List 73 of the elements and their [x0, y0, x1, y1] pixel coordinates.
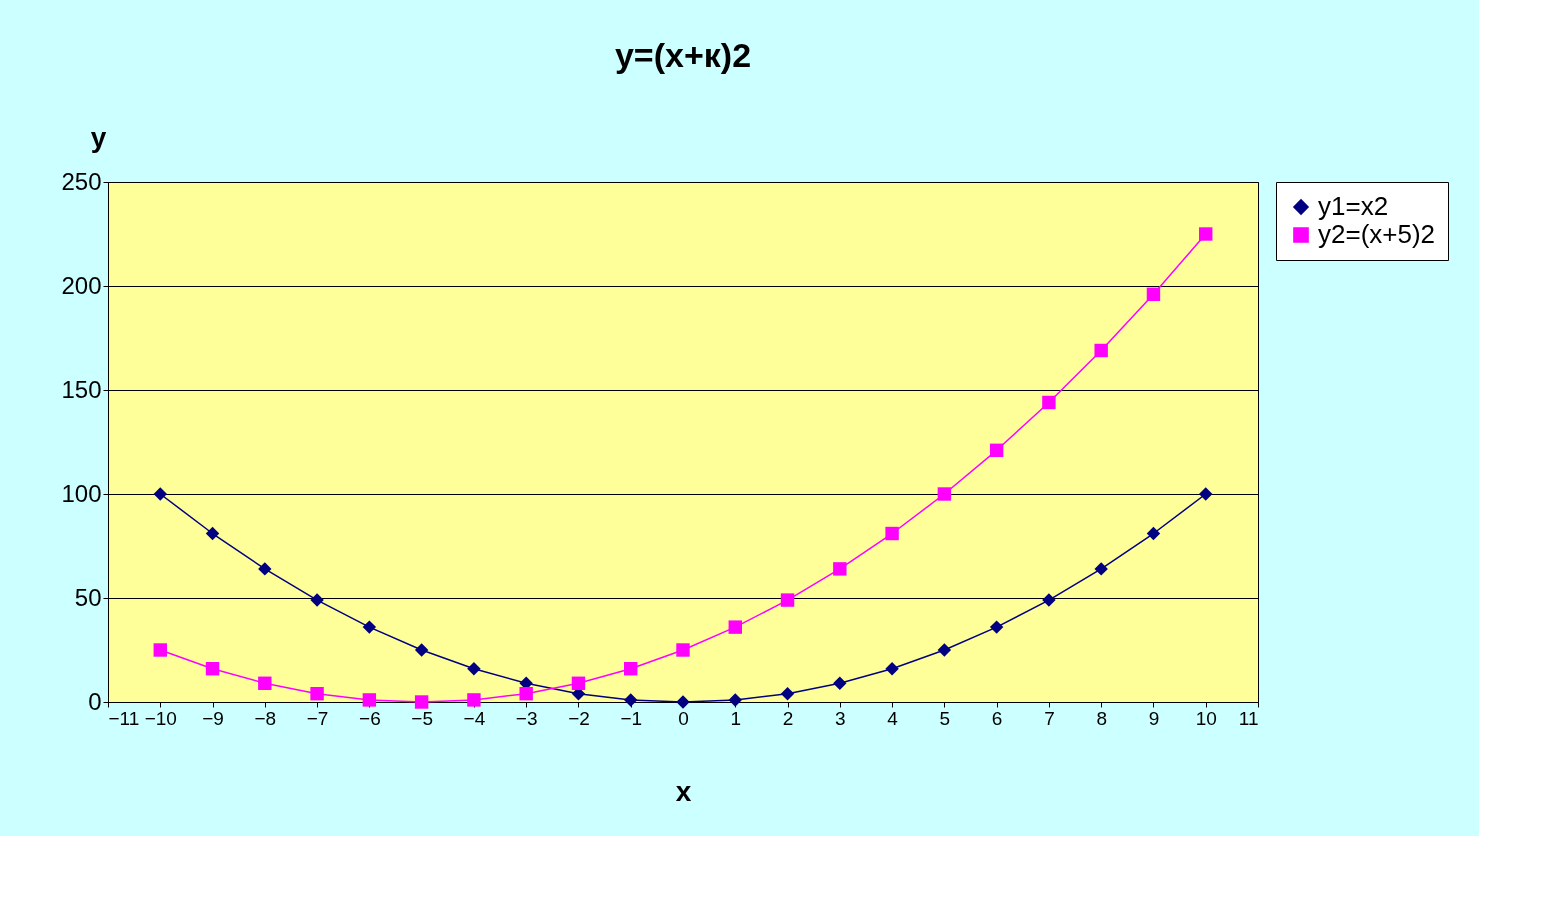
point	[153, 643, 167, 657]
y-tick-label: 150	[61, 375, 102, 403]
x-tick-label: −11	[108, 707, 140, 729]
point	[414, 643, 429, 657]
point	[833, 676, 847, 690]
point	[833, 562, 847, 576]
point	[624, 662, 638, 676]
x-tick-label: 6	[991, 707, 1003, 729]
point	[571, 676, 586, 690]
x-tick-label: −2	[568, 707, 590, 729]
point	[780, 686, 795, 701]
point	[1042, 395, 1056, 410]
point	[258, 562, 272, 576]
point	[624, 693, 638, 707]
point	[937, 487, 952, 501]
x-tick-label: 4	[887, 707, 899, 729]
point	[937, 643, 952, 657]
x-tick-label: 9	[1148, 707, 1160, 729]
x-tick-label: 5	[939, 707, 951, 729]
point	[467, 662, 481, 676]
x-tick-label: 7	[1044, 707, 1055, 729]
point	[1094, 343, 1108, 358]
x-tick-label: −4	[463, 707, 486, 729]
x-tick-label: −1	[620, 707, 643, 729]
point	[676, 643, 690, 657]
point	[885, 526, 899, 541]
x-tick-label: 3	[835, 707, 846, 729]
point	[310, 686, 324, 701]
x-tick-label: 1	[730, 707, 742, 729]
point	[1199, 227, 1213, 241]
point	[885, 662, 899, 676]
point	[519, 686, 533, 701]
y-axis-title: y	[90, 121, 107, 153]
point	[1146, 526, 1161, 541]
point	[153, 487, 167, 501]
point	[205, 662, 220, 676]
x-tick-label: 10	[1195, 707, 1217, 729]
x-tick-label: −3	[515, 707, 538, 729]
point	[728, 693, 742, 707]
point	[728, 620, 742, 634]
point	[310, 593, 324, 607]
x-tick-label: 11	[1238, 707, 1259, 729]
point	[989, 620, 1004, 634]
point	[780, 593, 795, 607]
x-tick-label: −7	[306, 707, 329, 729]
point	[258, 676, 272, 690]
legend-label: y1=x2	[1318, 191, 1389, 221]
x-tick-label: 0	[678, 707, 689, 729]
point	[676, 695, 690, 709]
point	[205, 526, 220, 541]
x-tick-label: 8	[1096, 707, 1107, 729]
y-tick-label: 250	[61, 167, 102, 195]
legend-label: y2=(x+5)2	[1318, 219, 1436, 249]
point	[1094, 562, 1108, 576]
y-tick-label: 50	[74, 583, 102, 611]
point	[467, 693, 481, 707]
x-axis-title: x	[675, 775, 692, 807]
y-tick-label: 100	[61, 479, 102, 507]
chart-title: y=(x+к)2	[614, 36, 752, 74]
x-tick-label: −10	[144, 707, 177, 729]
point	[1042, 593, 1056, 607]
x-tick-label: −8	[254, 707, 277, 729]
x-tick-label: −9	[202, 707, 224, 729]
point	[989, 443, 1004, 458]
point	[1199, 487, 1213, 501]
x-tick-label: 2	[782, 707, 794, 729]
point	[362, 693, 377, 707]
point	[362, 620, 377, 634]
point	[1146, 287, 1161, 302]
point	[414, 695, 429, 709]
x-tick-label: −5	[411, 707, 433, 729]
x-tick-label: −6	[359, 707, 381, 729]
y-tick-label: 200	[61, 271, 102, 299]
